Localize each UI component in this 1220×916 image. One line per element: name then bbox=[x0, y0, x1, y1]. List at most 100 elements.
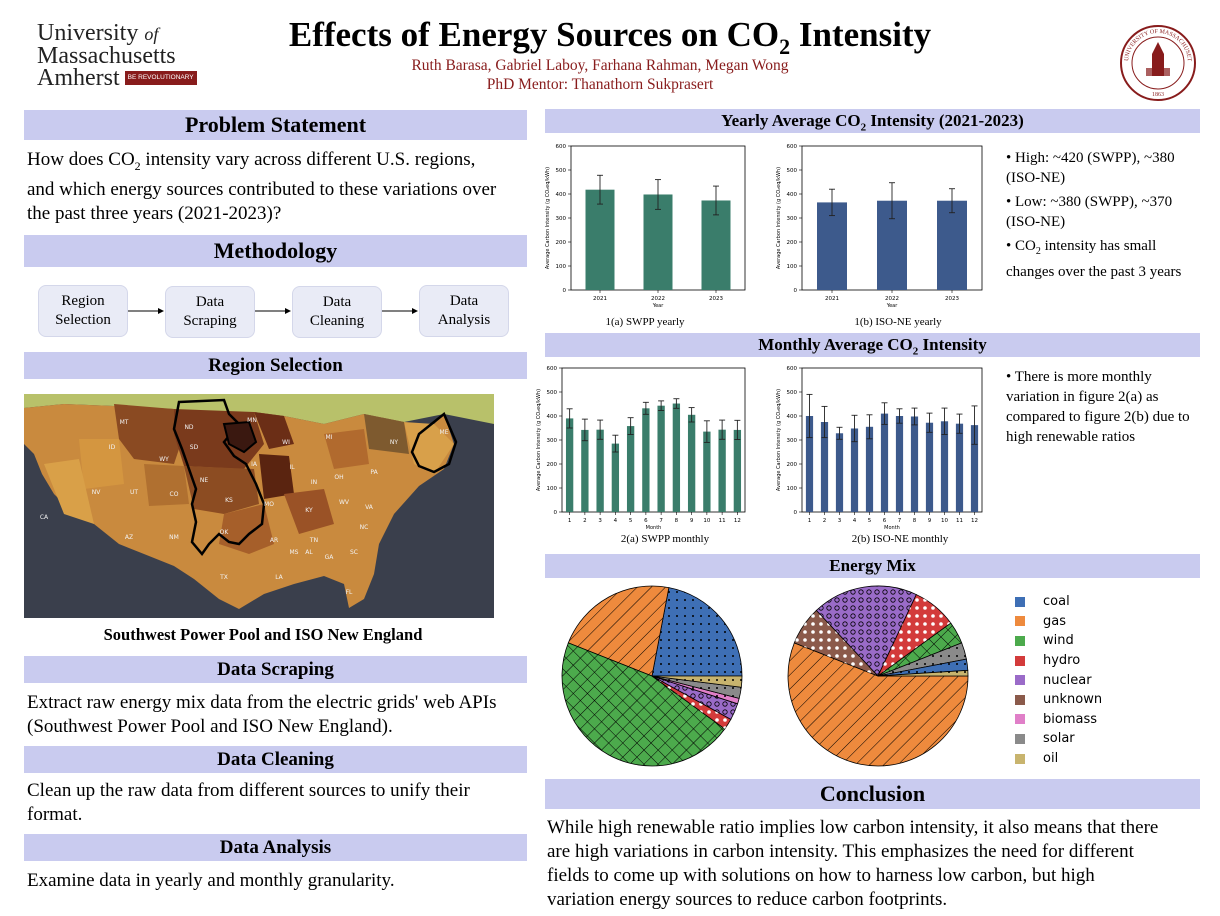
map-state-label: GA bbox=[325, 554, 335, 561]
flow-data-scraping: Data Scraping bbox=[165, 286, 255, 338]
problem-statement-text: How does CO2 intensity vary across diffe… bbox=[27, 148, 527, 226]
legend-label: solar bbox=[1043, 731, 1075, 747]
y-tick-label: 400 bbox=[556, 192, 567, 198]
map-state-label: WV bbox=[339, 499, 350, 506]
y-tick-label: 100 bbox=[556, 264, 567, 270]
map-state-label: KY bbox=[305, 507, 313, 514]
bar bbox=[733, 429, 742, 512]
x-tick-label: 2 bbox=[823, 518, 827, 524]
y-tick-label: 600 bbox=[787, 366, 798, 372]
map-state-label: MT bbox=[120, 419, 129, 426]
y-axis-label: Average Carbon Intensity (g CO₂eq/kWh) bbox=[536, 389, 542, 491]
x-tick-label: 12 bbox=[971, 518, 978, 524]
pie-slice-hatch bbox=[878, 642, 967, 676]
problem-line-3: the past three years (2021-2023)? bbox=[27, 202, 282, 224]
map-state-labels: MT ND MN WI MI ID SD WY IA NE IL IN OH PA NY NV UT CO KS MO… bbox=[40, 417, 449, 596]
x-tick-label: 11 bbox=[719, 518, 726, 524]
monthly-title-sub: 2 bbox=[912, 345, 919, 358]
mentor: PhD Mentor: Thanathorn Sukprasert bbox=[486, 76, 714, 93]
map-state-label: WI bbox=[282, 439, 290, 446]
bar bbox=[940, 421, 949, 512]
x-tick-label: 4 bbox=[853, 518, 857, 524]
y-axis-label: Average Carbon Intensity (g CO₂eq/kWh) bbox=[545, 167, 551, 269]
seal-year: 1863 bbox=[1152, 92, 1164, 98]
yearly-bullets: • High: ~420 (SWPP), ~380 (ISO-NE) • Low… bbox=[1006, 148, 1206, 286]
logo-university-text: University bbox=[37, 20, 139, 46]
bar bbox=[955, 423, 964, 512]
pie-slice-hatch bbox=[878, 594, 951, 676]
energy-mix-pies bbox=[561, 585, 969, 767]
logo-massachusetts-text: Massachusetts bbox=[37, 43, 176, 69]
legend-label: oil bbox=[1043, 751, 1059, 767]
x-tick-label: 9 bbox=[690, 518, 694, 524]
map-state-label: NV bbox=[92, 489, 101, 496]
y-tick-label: 300 bbox=[787, 216, 798, 222]
x-tick-label: 4 bbox=[614, 518, 618, 524]
map-state-label: AL bbox=[305, 549, 313, 556]
legend-swatch bbox=[1015, 655, 1025, 666]
title-subscript: 2 bbox=[779, 34, 791, 59]
bar bbox=[910, 416, 919, 512]
data-analysis-header: Data Analysis bbox=[24, 834, 527, 861]
x-tick-label: 2023 bbox=[709, 296, 723, 302]
legend-item-biomass: biomass bbox=[1015, 710, 1135, 730]
map-caption: Southwest Power Pool and ISO New England bbox=[103, 625, 423, 644]
pie-slice-hatch bbox=[652, 676, 738, 720]
map-state-label: OH bbox=[334, 474, 343, 481]
pie-slice-hatch bbox=[788, 642, 968, 766]
authors: Ruth Barasa, Gabriel Laboy, Farhana Rahm… bbox=[411, 57, 789, 74]
bar bbox=[925, 422, 934, 512]
caption-1a: 1(a) SWPP yearly bbox=[605, 316, 685, 328]
bar bbox=[565, 418, 574, 512]
x-tick-label: 7 bbox=[659, 518, 663, 524]
bar bbox=[805, 416, 814, 512]
y-tick-label: 500 bbox=[787, 390, 798, 396]
x-tick-label: 12 bbox=[734, 518, 741, 524]
map-state-label: NE bbox=[200, 477, 208, 484]
map-state-label: CA bbox=[40, 514, 49, 521]
y-tick-label: 200 bbox=[787, 240, 798, 246]
legend-label: wind bbox=[1043, 633, 1074, 649]
x-tick-label: 9 bbox=[928, 518, 932, 524]
us-carbon-map bbox=[24, 394, 494, 618]
map-state-label: MI bbox=[326, 434, 333, 441]
x-tick-label: 8 bbox=[913, 518, 917, 524]
problem-line-2: and which energy sources contributed to … bbox=[27, 178, 497, 200]
x-tick-label: 1 bbox=[568, 518, 572, 524]
problem-line-1: How does CO2 intensity vary across diffe… bbox=[27, 149, 476, 173]
pie-slice-hatch bbox=[878, 623, 962, 676]
y-tick-label: 0 bbox=[554, 510, 558, 516]
monthly-bullet: • There is more monthly variation in fig… bbox=[1006, 369, 1190, 445]
y-tick-label: 300 bbox=[547, 438, 558, 444]
bar bbox=[672, 403, 681, 512]
map-state-label: ID bbox=[109, 444, 116, 451]
map-state-label: PA bbox=[370, 469, 378, 476]
legend-label: unknown bbox=[1043, 692, 1103, 708]
yearly-title-suffix: Intensity (2021-2023) bbox=[866, 111, 1024, 130]
bar bbox=[642, 408, 650, 512]
logo-tag-badge: BE REVOLUTIONARY bbox=[124, 71, 197, 85]
map-state-label: MN bbox=[247, 417, 257, 424]
x-tick-label: 5 bbox=[629, 518, 633, 524]
map-state-label: CO bbox=[170, 491, 179, 498]
flow-region-selection: Region Selection bbox=[38, 285, 128, 337]
logo-of-text: of bbox=[144, 24, 159, 44]
flow-arrows bbox=[128, 308, 418, 314]
monthly-title-suffix: Intensity bbox=[918, 335, 987, 354]
legend-swatch bbox=[1015, 675, 1025, 686]
map-state-label: IL bbox=[289, 464, 295, 471]
map-state-label: OK bbox=[220, 529, 230, 536]
x-axis-label: Month bbox=[884, 525, 900, 531]
map-state-label: TN bbox=[309, 537, 318, 544]
legend-label: gas bbox=[1043, 613, 1066, 629]
bar bbox=[657, 405, 665, 512]
bar bbox=[850, 428, 859, 512]
legend-item-wind: wind bbox=[1015, 631, 1135, 651]
y-axis-label: Average Carbon Intensity (g CO₂eq/kWh) bbox=[776, 389, 782, 491]
x-tick-label: 3 bbox=[838, 518, 842, 524]
x-tick-label: 11 bbox=[956, 518, 963, 524]
bar bbox=[596, 429, 604, 512]
caption-1b: 1(b) ISO-NE yearly bbox=[854, 316, 942, 328]
y-tick-label: 100 bbox=[547, 486, 558, 492]
map-state-label: AR bbox=[270, 537, 278, 544]
